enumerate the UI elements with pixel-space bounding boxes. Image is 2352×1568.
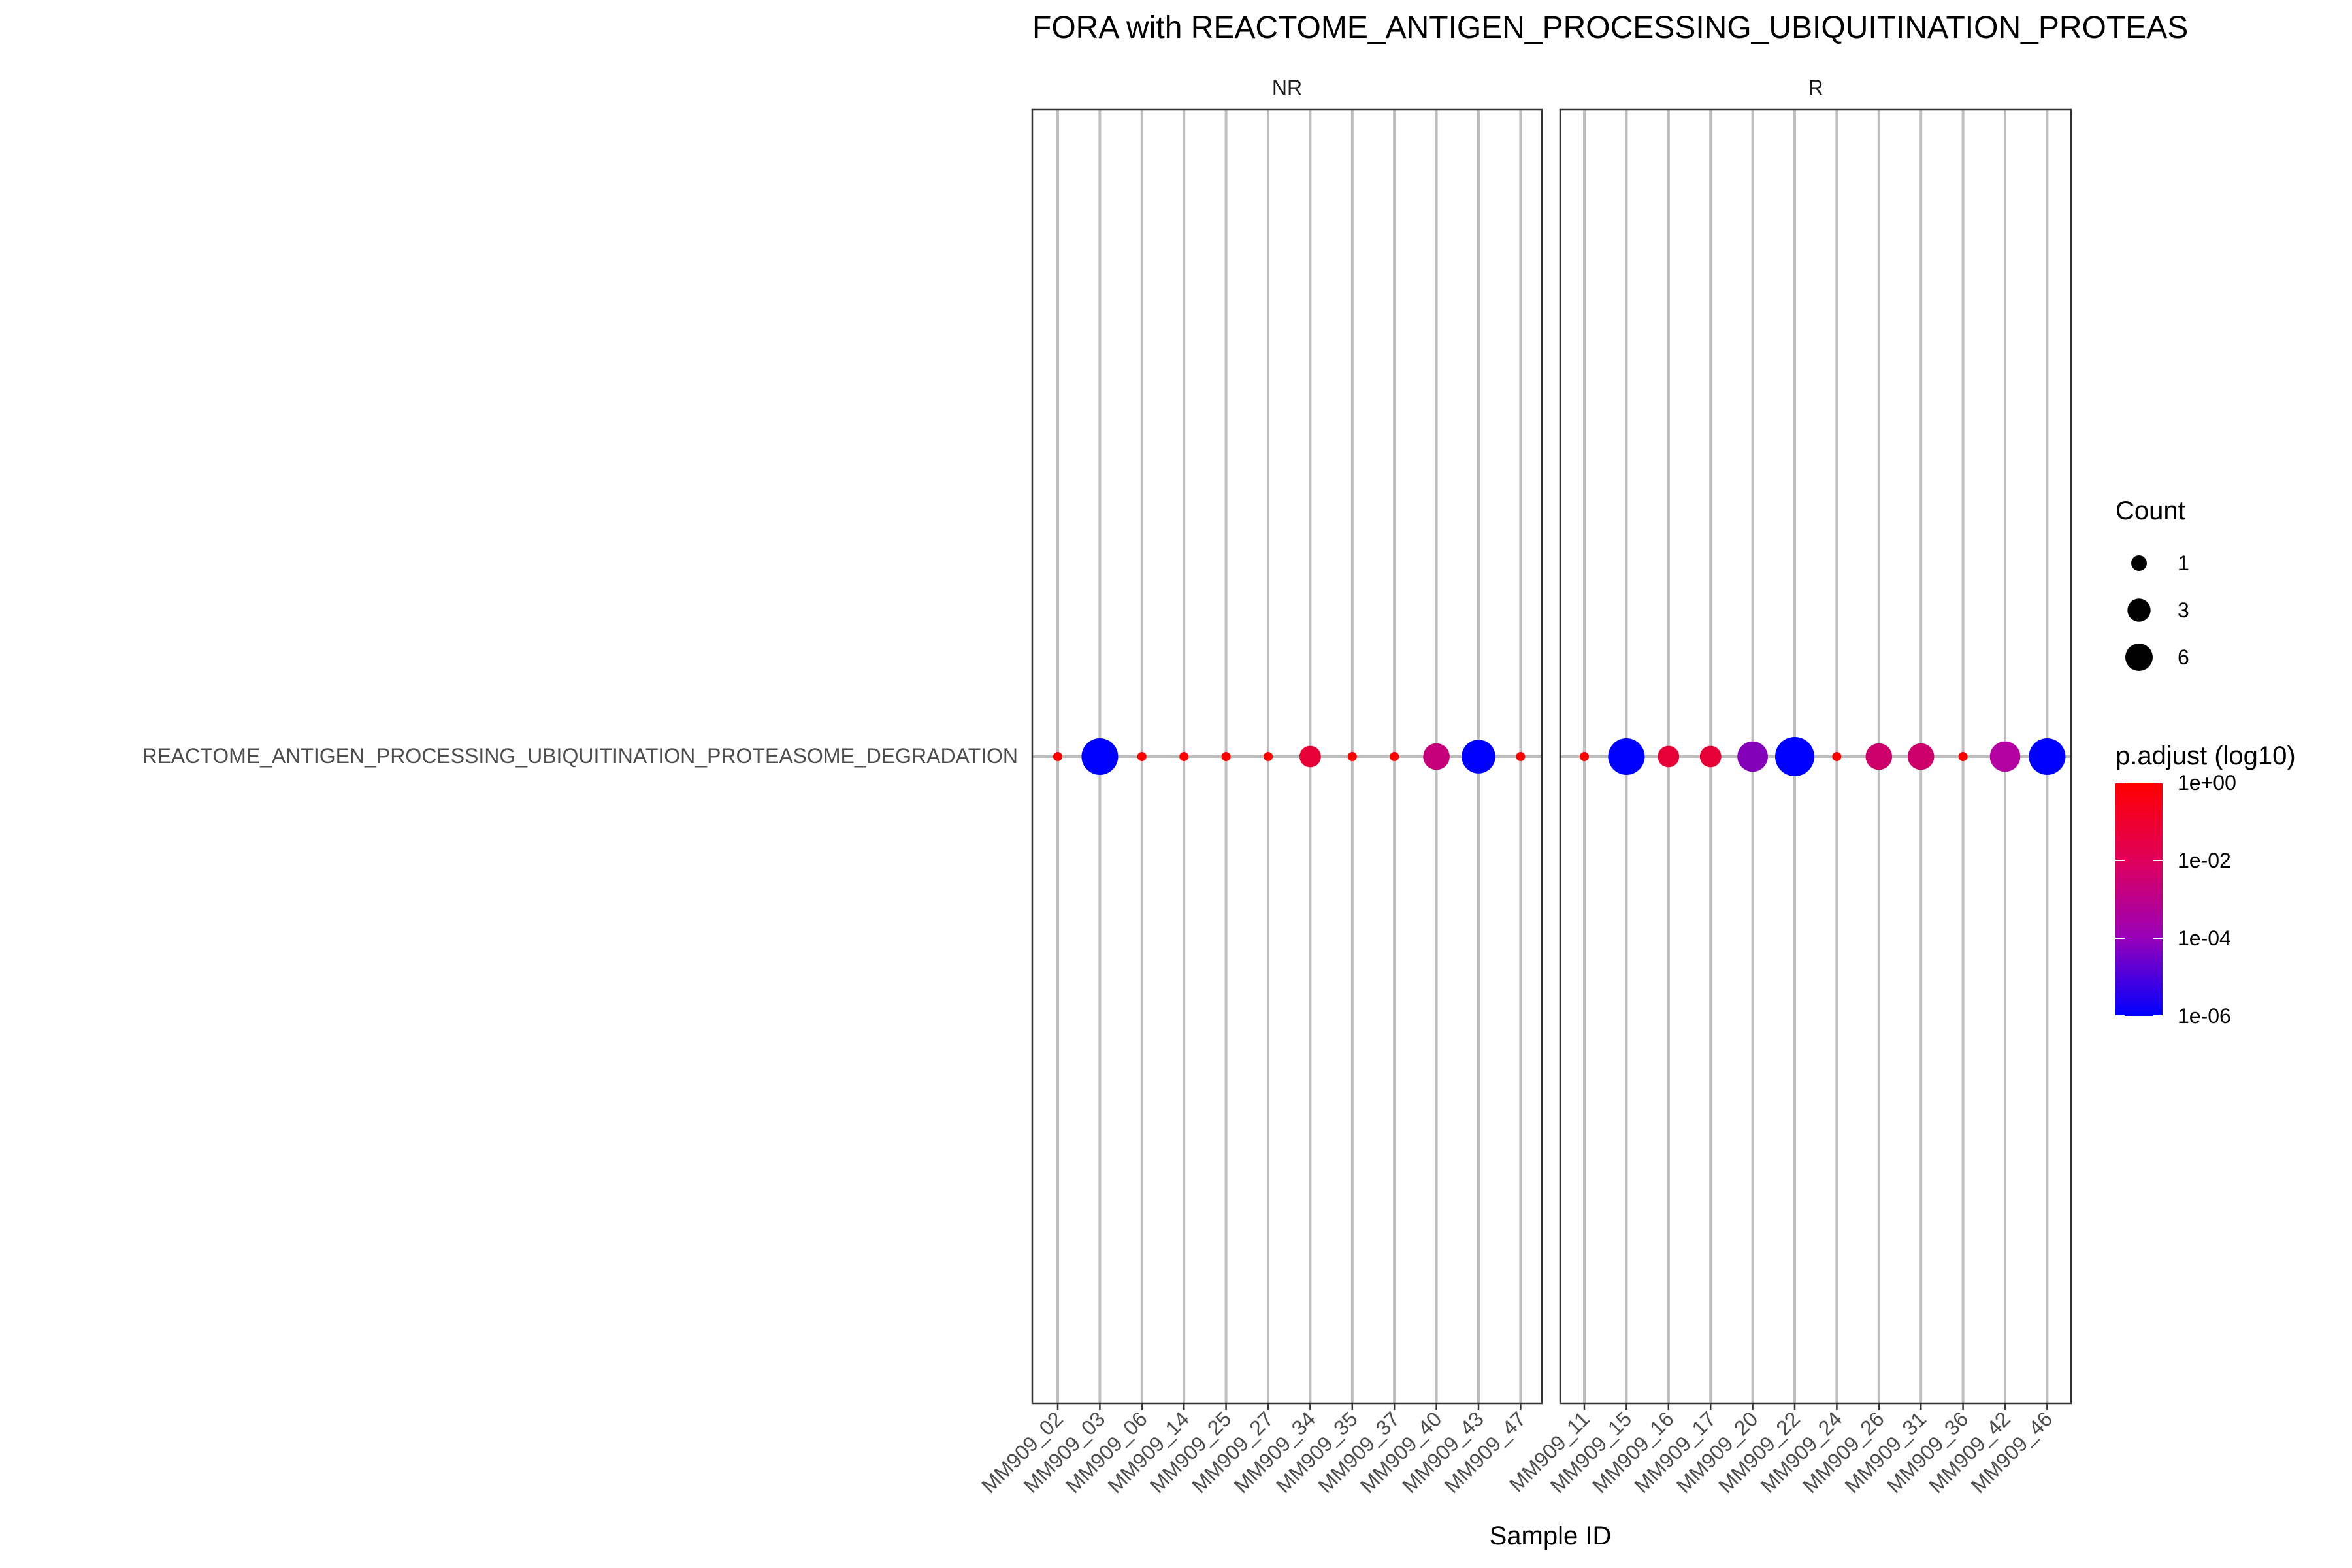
x-axis-title: Sample ID — [1490, 1522, 1612, 1550]
facet-strip-label: R — [1808, 76, 1823, 99]
point-mm909_42 — [1989, 741, 2021, 772]
size-legend-label: 6 — [2178, 645, 2189, 669]
point-mm909_22 — [1775, 737, 1814, 776]
point-mm909_15 — [1608, 738, 1645, 775]
point-mm909_37 — [1390, 752, 1399, 761]
panel-border — [1559, 108, 2072, 1405]
y-tick-label-pathway: REACTOME_ANTIGEN_PROCESSING_UBIQUITINATI… — [142, 744, 1018, 768]
color-legend-label: 1e+00 — [2178, 771, 2236, 794]
point-mm909_16 — [1658, 745, 1680, 768]
facet-panel-nr: NRMM909_02MM909_03MM909_06MM909_14MM909_… — [977, 76, 1543, 1497]
panel-border — [1031, 108, 1543, 1405]
color-legend-label: 1e-02 — [2178, 849, 2231, 872]
facet-strip-label: NR — [1272, 76, 1302, 99]
point-mm909_25 — [1221, 752, 1231, 761]
size-legend-key — [2131, 555, 2147, 571]
size-legend-label: 3 — [2178, 598, 2189, 622]
point-mm909_26 — [1865, 743, 1893, 770]
facet-panel-r: RMM909_11MM909_15MM909_16MM909_17MM909_2… — [1505, 76, 2072, 1497]
point-mm909_17 — [1699, 745, 1722, 768]
point-mm909_34 — [1299, 745, 1321, 768]
color-legend-label: 1e-04 — [2178, 926, 2231, 950]
point-mm909_24 — [1832, 752, 1842, 761]
point-mm909_20 — [1737, 741, 1768, 772]
size-legend-title: Count — [2115, 497, 2185, 525]
chart-title: FORA with REACTOME_ANTIGEN_PROCESSING_UB… — [1032, 10, 2188, 45]
size-legend-key — [2125, 644, 2153, 671]
point-mm909_02 — [1053, 752, 1062, 761]
point-mm909_03 — [1081, 738, 1119, 775]
point-mm909_40 — [1423, 743, 1450, 770]
color-legend-ticks: 1e+00 1e-02 1e-04 1e-06 — [2115, 771, 2236, 1028]
facet-panels: NRMM909_02MM909_03MM909_06MM909_14MM909_… — [977, 76, 2072, 1497]
point-mm909_06 — [1137, 752, 1147, 761]
point-mm909_43 — [1462, 740, 1495, 774]
point-mm909_47 — [1516, 752, 1526, 761]
point-mm909_14 — [1179, 752, 1189, 761]
size-legend-label: 1 — [2178, 551, 2189, 575]
size-legend-key — [2127, 598, 2151, 622]
point-mm909_27 — [1264, 752, 1273, 761]
point-mm909_46 — [2029, 738, 2066, 775]
point-mm909_36 — [1958, 752, 1968, 761]
color-bar — [2115, 783, 2163, 1016]
point-mm909_31 — [1907, 743, 1935, 770]
legend: Count 1 3 6 p.adjust (log10) 1e+00 1e-02 1e-… — [2115, 497, 2296, 1028]
color-legend-title: p.adjust (log10) — [2115, 742, 2296, 770]
size-legend-keys: 1 3 6 — [2125, 551, 2189, 671]
point-mm909_35 — [1347, 752, 1357, 761]
point-mm909_11 — [1580, 752, 1589, 761]
color-legend-label: 1e-06 — [2178, 1004, 2231, 1028]
